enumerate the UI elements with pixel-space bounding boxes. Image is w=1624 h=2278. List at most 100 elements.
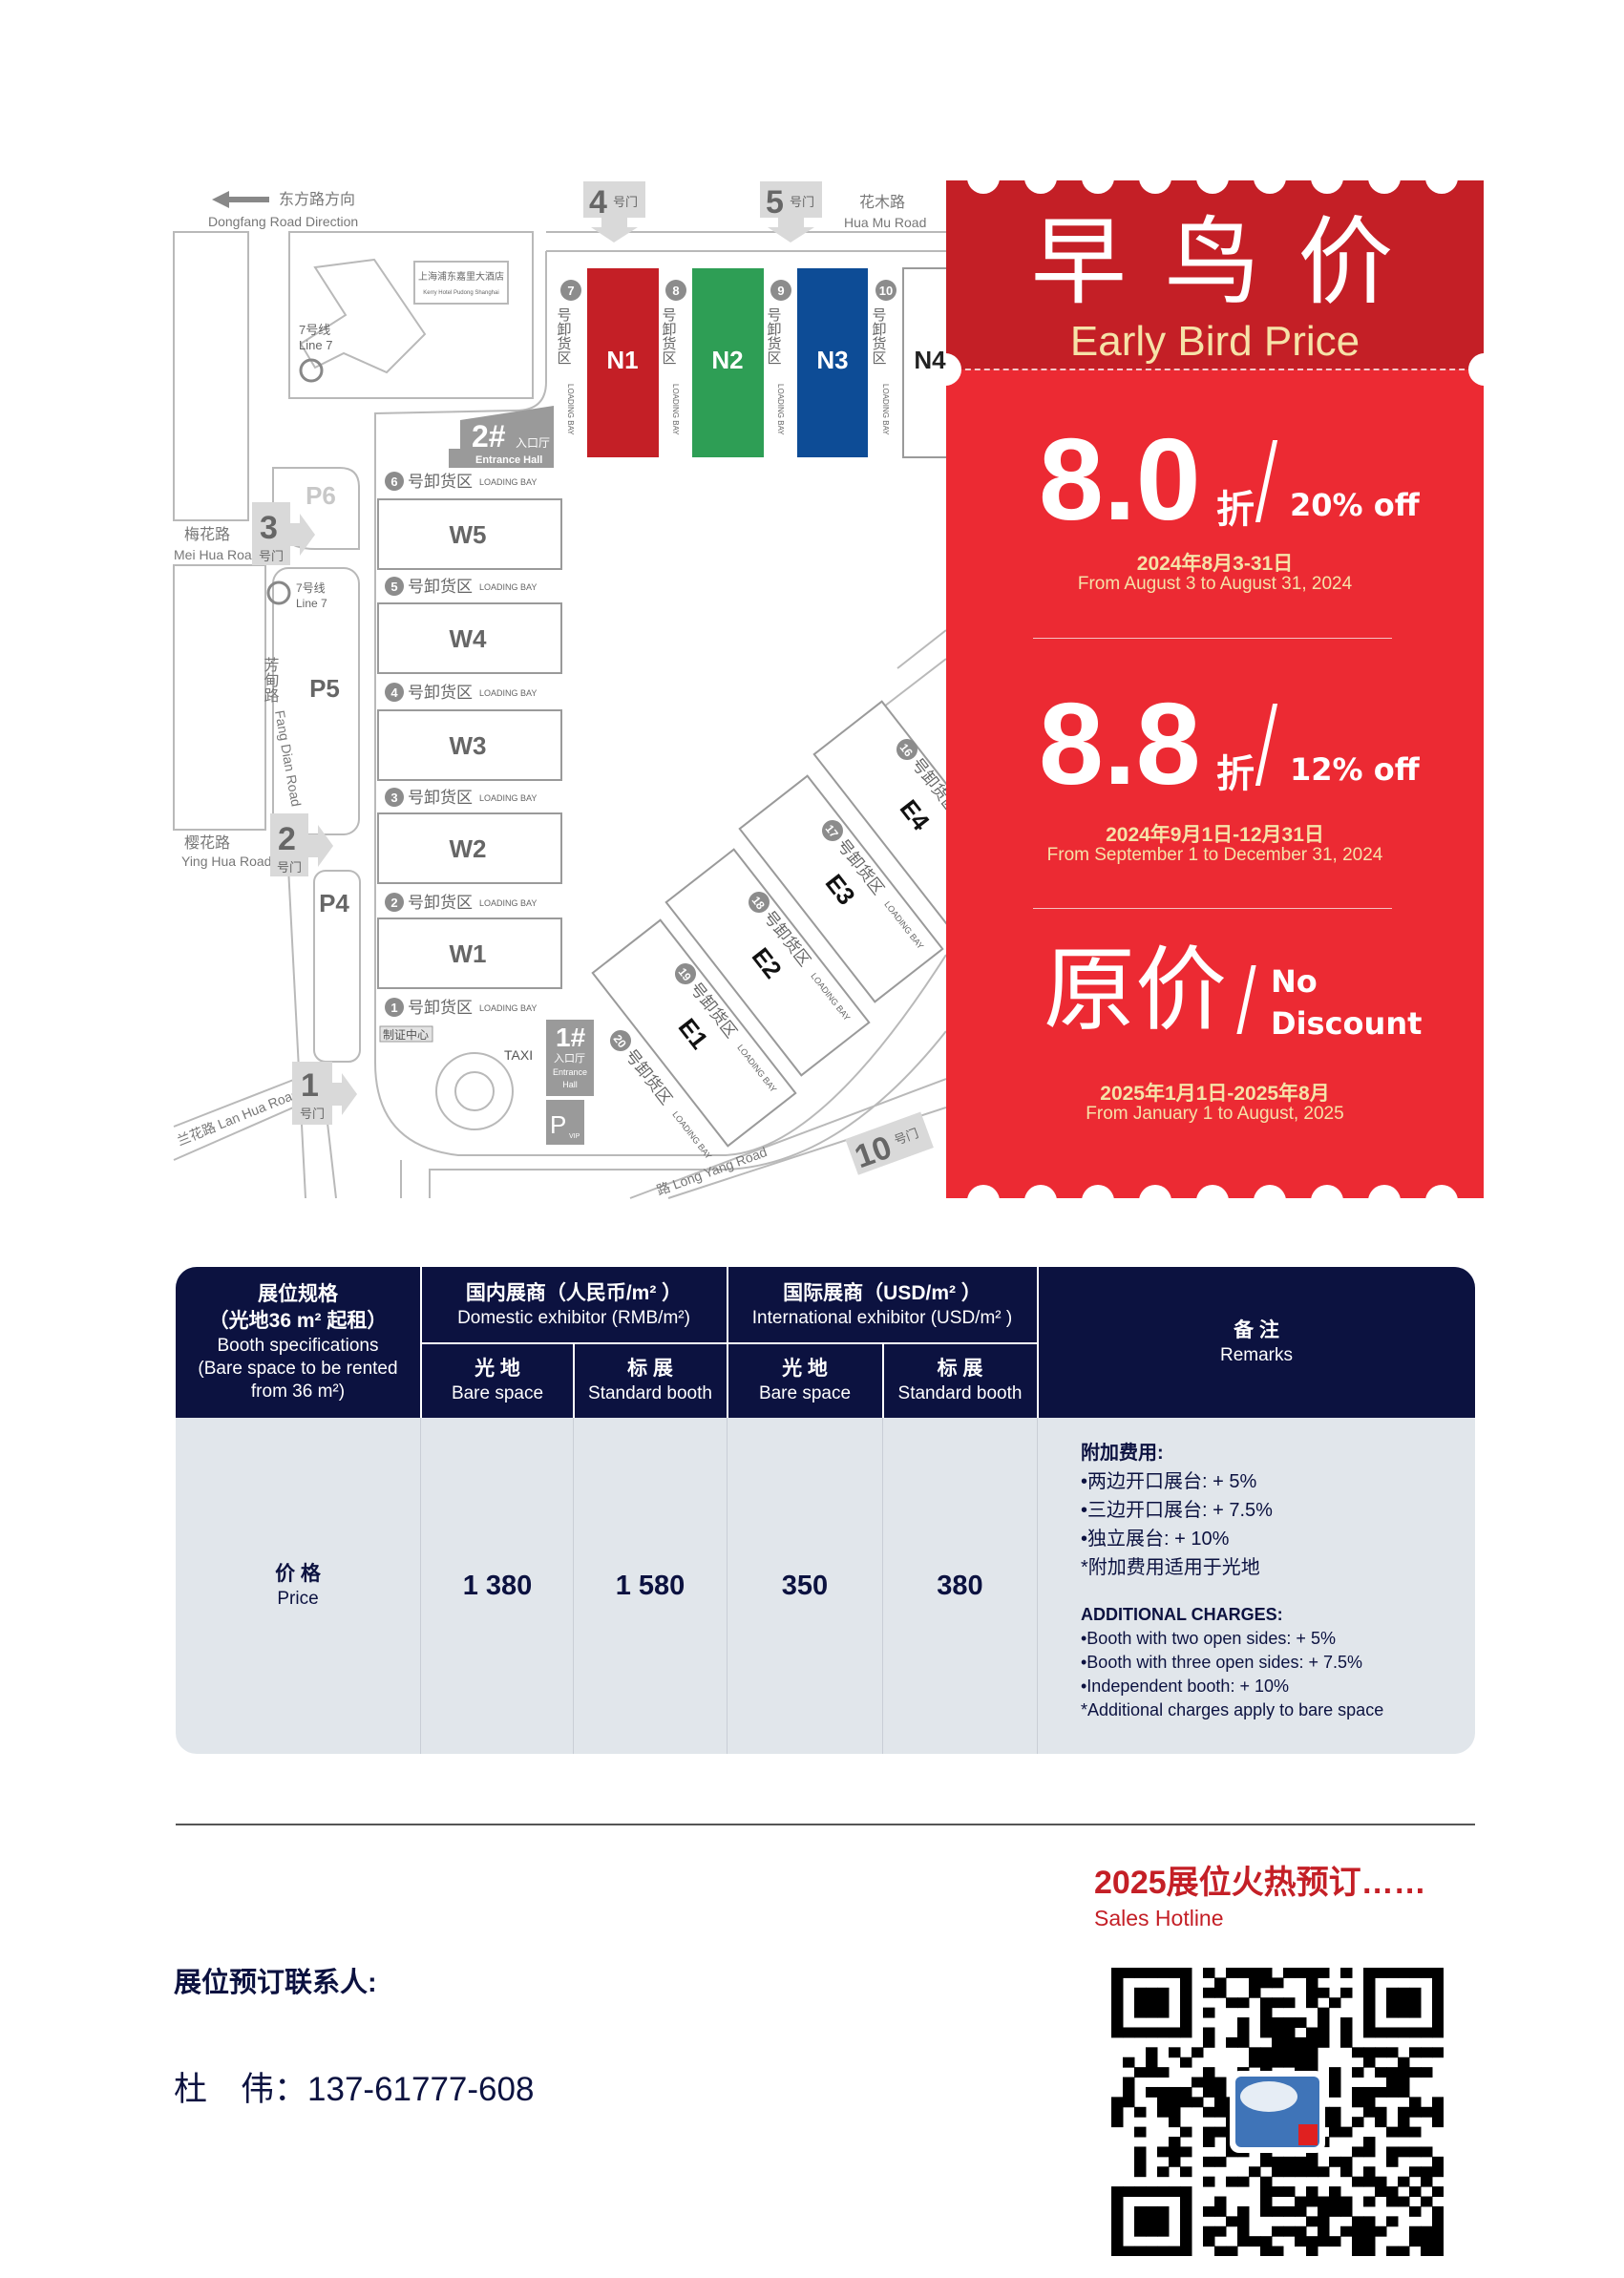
tier-3-date-en: From January 1 to August, 2025	[1086, 1104, 1344, 1124]
loading-bay-5: 5 号卸货区 LOADING BAY	[385, 577, 537, 596]
remark-item: •两边开口展台: + 5%	[1081, 1471, 1257, 1492]
gate-suffix: 号门	[300, 1107, 325, 1121]
separator	[1033, 908, 1392, 909]
bay-label: 号卸货区	[408, 578, 473, 596]
gate-suffix: 号门	[259, 549, 284, 563]
metro-icon	[299, 358, 324, 383]
entrance-label-en: Entrance	[553, 1067, 587, 1077]
road-label-en: Hua Mu Road	[844, 215, 926, 230]
tier-1-date-zh: 2024年8月3-31日	[1136, 553, 1294, 575]
road-label: 芳甸路	[262, 657, 280, 703]
contact-line: 杜 伟：137-61777-608	[174, 2062, 534, 2111]
separator	[1033, 638, 1392, 639]
header-international: 国际展商（USD/m² ） International exhibitor (U…	[728, 1267, 1037, 1343]
entrance-number: 2#	[472, 419, 506, 453]
header-text: 标 展	[627, 1358, 673, 1380]
road-label-en: Fang Dian Road	[272, 709, 304, 808]
hall-w5	[377, 498, 562, 570]
hall-label: N1	[606, 346, 638, 374]
gate-2: 2 号门	[270, 813, 333, 876]
tier-1-discount: 8.0	[1039, 414, 1201, 544]
remark-item: •Booth with two open sides: + 5%	[1081, 1629, 1336, 1648]
hall-label: W4	[450, 624, 488, 653]
gate-1: 1 号门	[292, 1062, 357, 1125]
loading-bay-4: 4 号卸货区 LOADING BAY	[385, 683, 537, 702]
header-sub-domestic-standard: 标 展 Standard booth	[574, 1343, 727, 1418]
bay-number: 4	[390, 686, 398, 700]
scallop-notch	[946, 353, 961, 386]
scallop-notch	[967, 180, 1000, 194]
parking-p6: P6	[306, 481, 336, 510]
entrance-hall-1: 1# 入口厅 Entrance Hall	[546, 1020, 594, 1096]
header-text: 标 展	[937, 1358, 983, 1380]
hall-label: W5	[450, 520, 487, 549]
bay-label-en: LOADING BAY	[479, 477, 537, 487]
bay-label: 号卸货区	[408, 684, 473, 702]
bay-label: 号卸货区	[408, 789, 473, 807]
row-label-zh: 价 格	[275, 1563, 321, 1585]
sales-hotline-label: Sales Hotline	[1094, 1906, 1224, 1930]
hall-n3	[797, 268, 868, 457]
slash-divider	[1255, 440, 1278, 522]
qr-code[interactable]	[1111, 1968, 1444, 2256]
road-label: 梅花路	[184, 526, 230, 543]
bay-label-en: LOADING BAY	[776, 384, 785, 435]
remark-item: •Independent booth: + 10%	[1081, 1677, 1289, 1696]
bay-label: 号卸货区	[556, 307, 572, 365]
bay-number: 9	[777, 284, 784, 298]
hall-w4	[377, 602, 562, 674]
remark-item: •三边开口展台: + 7.5%	[1081, 1500, 1273, 1521]
bay-label: 号卸货区	[408, 473, 473, 491]
bay-label: 号卸货区	[661, 307, 677, 365]
scallop-notch	[1082, 1185, 1114, 1198]
road-label-en: Mei Hua Road	[174, 547, 260, 562]
hall-e1: E1	[591, 918, 797, 1148]
tier-1-off: 20% off	[1290, 487, 1420, 523]
loading-bay-1: 1 号卸货区 LOADING BAY	[385, 998, 537, 1017]
tier-3-off-a: No	[1271, 963, 1318, 1000]
bay-number: 2	[390, 896, 397, 910]
gate-suffix: 号门	[277, 860, 302, 875]
gate-4: 4 号门	[583, 181, 645, 243]
entrance-hall-2: 2# 入口厅 Entrance Hall	[449, 406, 554, 468]
gate-number: 1	[301, 1067, 319, 1104]
gate-number: 3	[260, 510, 278, 546]
scallop-notch	[1254, 1185, 1286, 1198]
bay-number: 8	[672, 284, 679, 298]
header-text: Booth specifications	[217, 1336, 379, 1356]
metro-icon	[266, 580, 291, 605]
vip-parking-sub: VIP	[569, 1133, 580, 1140]
tier-2-unit: 折	[1216, 753, 1255, 795]
scallop-notch	[1024, 180, 1057, 194]
parking-p4: P4	[319, 889, 349, 918]
loading-bay-6: 6 号卸货区 LOADING BAY	[385, 472, 537, 491]
hall-label: N4	[914, 346, 946, 374]
hall-w1	[377, 918, 562, 989]
gate-10: 10 号门	[845, 1111, 934, 1175]
header-text: Standard booth	[897, 1383, 1023, 1403]
road-label: 东方路方向	[279, 191, 355, 208]
tier-1-unit: 折	[1216, 489, 1255, 531]
venue-map: 上海浦东嘉里大酒店 Kerry Hotel Pudong Shanghai 7号…	[173, 181, 946, 1199]
booking-hot-title: 2025展位火热预订……	[1094, 1865, 1426, 1901]
scallop-notch	[1082, 180, 1114, 194]
entrance-number: 1#	[556, 1023, 586, 1052]
remarks-title-en: ADDITIONAL CHARGES:	[1081, 1605, 1283, 1624]
bay-label: 号卸货区	[766, 307, 782, 365]
scallop-notch	[1139, 1185, 1171, 1198]
bay-label-en: LOADING BAY	[479, 582, 537, 592]
gate-number: 4	[589, 184, 607, 221]
bay-number: 10	[879, 284, 893, 298]
taxi-label: TAXI	[504, 1047, 533, 1063]
gate-number: 2	[278, 821, 296, 857]
tier-2-date-en: From September 1 to December 31, 2024	[1046, 845, 1383, 865]
header-text: 国际展商（USD/m² ）	[783, 1282, 981, 1304]
bay-label: 号卸货区	[871, 307, 887, 365]
loading-bay-9: 9 号卸货区 LOADING BAY	[766, 280, 791, 435]
bay-label-en: LOADING BAY	[479, 688, 537, 698]
contact-label: 展位预订联系人:	[174, 1968, 377, 1998]
header-text: Remarks	[1219, 1345, 1293, 1365]
scallop-notch	[1139, 180, 1171, 194]
bay-number: 6	[390, 475, 397, 489]
loading-bay-10: 10 号卸货区 LOADING BAY	[871, 280, 896, 435]
